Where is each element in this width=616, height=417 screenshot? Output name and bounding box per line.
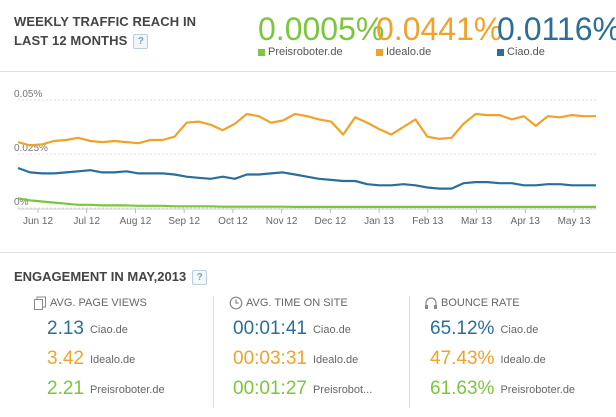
metric-value: 0.0116% xyxy=(497,11,616,47)
engagement-title-text: ENGAGEMENT IN MAY,2013 xyxy=(14,269,187,284)
stat-value: 00:01:41 xyxy=(233,318,307,339)
x-tick-label: Mar 13 xyxy=(461,216,493,227)
stat-row: 2.21 Preisroboter.de xyxy=(47,378,213,400)
stat-value: 2.21 xyxy=(47,378,84,399)
metric-ciao: 0.0116% Ciao.de xyxy=(497,10,616,58)
metric-label: Preisroboter.de xyxy=(268,46,343,58)
stat-value: 2.13 xyxy=(47,318,84,339)
legend-swatch xyxy=(376,48,383,56)
panel-heading: BOUNCE RATE xyxy=(424,296,604,310)
stat-site: Preisroboter.de xyxy=(89,383,165,396)
series-line xyxy=(17,112,596,147)
metric-legend: Ciao.de xyxy=(497,46,616,58)
legend-swatch xyxy=(497,48,504,56)
panel-heading-text: AVG. PAGE VIEWS xyxy=(50,296,147,309)
series-line xyxy=(17,166,596,190)
x-tick-label: Apr 13 xyxy=(511,216,541,227)
panel-heading: AVG. TIME ON SITE xyxy=(229,296,409,310)
x-tick-label: Aug 12 xyxy=(120,216,152,227)
legend-swatch xyxy=(258,48,265,56)
stat-row: 3.42 Idealo.de xyxy=(47,348,213,370)
stat-value: 61.63% xyxy=(430,378,495,399)
title-line-2: LAST 12 MONTHS? xyxy=(14,31,196,50)
bounce-icon xyxy=(425,297,437,309)
x-tick-label: Dec 12 xyxy=(315,216,347,227)
stat-site: Idealo.de xyxy=(89,353,136,366)
x-tick-label: Oct 12 xyxy=(218,216,248,227)
metric-preisroboter: 0.0005% Preisroboter.de xyxy=(258,10,384,58)
stat-value: 47.43% xyxy=(430,348,495,369)
x-tick-label: Jan 13 xyxy=(364,216,394,227)
panel-avg-page-views: AVG. PAGE VIEWS 2.13 Ciao.de 3.42 Idealo.d… xyxy=(33,296,213,411)
stat-value: 00:03:31 xyxy=(233,348,307,369)
panel-bounce-rate: BOUNCE RATE 65.12% Ciao.de 47.43% Idealo.d… xyxy=(424,296,604,411)
panel-heading-text: BOUNCE RATE xyxy=(441,296,520,309)
stat-site: Ciao.de xyxy=(312,323,351,336)
stat-row: 00:01:27 Preisrobot... xyxy=(233,378,409,400)
title-line-2-text: LAST 12 MONTHS xyxy=(14,33,128,48)
x-tick-label: Sep 12 xyxy=(168,216,200,227)
stat-site: Ciao.de xyxy=(500,323,539,336)
stat-site: Idealo.de xyxy=(500,353,546,366)
metric-value: 0.0005% xyxy=(258,11,385,47)
metric-value: 0.0441% xyxy=(376,11,503,47)
help-icon[interactable]: ? xyxy=(192,270,208,286)
stat-value: 00:01:27 xyxy=(233,378,307,399)
y-tick-label: 0.025% xyxy=(14,143,48,154)
traffic-line-chart[interactable]: 0.05% 0.025% 0% Jun 12 Jul 12 Aug 12 Sep 12 Oct… xyxy=(0,86,616,236)
y-tick-label: 0.05% xyxy=(14,89,42,100)
x-tick-label: Jul 12 xyxy=(73,216,100,227)
x-tick-label: May 13 xyxy=(558,216,591,227)
metric-legend: Preisroboter.de xyxy=(258,46,384,58)
panel-heading: AVG. PAGE VIEWS xyxy=(33,296,213,310)
stat-row: 00:03:31 Idealo.de xyxy=(233,348,409,370)
stat-value: 3.42 xyxy=(47,348,84,369)
clock-icon xyxy=(229,296,243,310)
x-tick-label: Nov 12 xyxy=(266,216,298,227)
panel-heading-text: AVG. TIME ON SITE xyxy=(246,296,348,309)
engagement-title: ENGAGEMENT IN MAY,2013? xyxy=(14,269,208,286)
chart-divider xyxy=(0,252,616,253)
help-icon[interactable]: ? xyxy=(133,34,149,50)
stat-row: 00:01:41 Ciao.de xyxy=(233,318,409,340)
stat-site: Preisroboter.de xyxy=(500,383,576,396)
x-tick-label: Feb 13 xyxy=(412,216,444,227)
stat-site: Idealo.de xyxy=(312,353,359,366)
stat-row: 47.43% Idealo.de xyxy=(430,348,604,370)
stat-site: Preisrobot... xyxy=(312,383,373,396)
metric-legend: Idealo.de xyxy=(376,46,502,58)
stat-value: 65.12% xyxy=(430,318,495,339)
stat-row: 65.12% Ciao.de xyxy=(430,318,604,340)
title-line-1: WEEKLY TRAFFIC REACH IN xyxy=(14,14,197,29)
panel-divider xyxy=(409,296,410,408)
traffic-reach-title: WEEKLY TRAFFIC REACH IN LAST 12 MONTHS? xyxy=(14,12,196,50)
series-line xyxy=(17,197,596,209)
stat-site: Ciao.de xyxy=(89,323,128,336)
panel-avg-time-on-site: AVG. TIME ON SITE 00:01:41 Ciao.de 00:03:… xyxy=(229,296,409,411)
header-divider xyxy=(0,71,616,72)
panel-divider xyxy=(213,296,214,408)
metric-label: Ciao.de xyxy=(507,46,545,58)
stat-row: 2.13 Ciao.de xyxy=(47,318,213,340)
metric-label: Idealo.de xyxy=(386,46,432,58)
y-tick-label: 0% xyxy=(14,197,29,208)
stat-row: 61.63% Preisroboter.de xyxy=(430,378,604,400)
x-tick-label: Jun 12 xyxy=(23,216,53,227)
pages-icon xyxy=(34,296,46,310)
metric-idealo: 0.0441% Idealo.de xyxy=(376,10,502,58)
